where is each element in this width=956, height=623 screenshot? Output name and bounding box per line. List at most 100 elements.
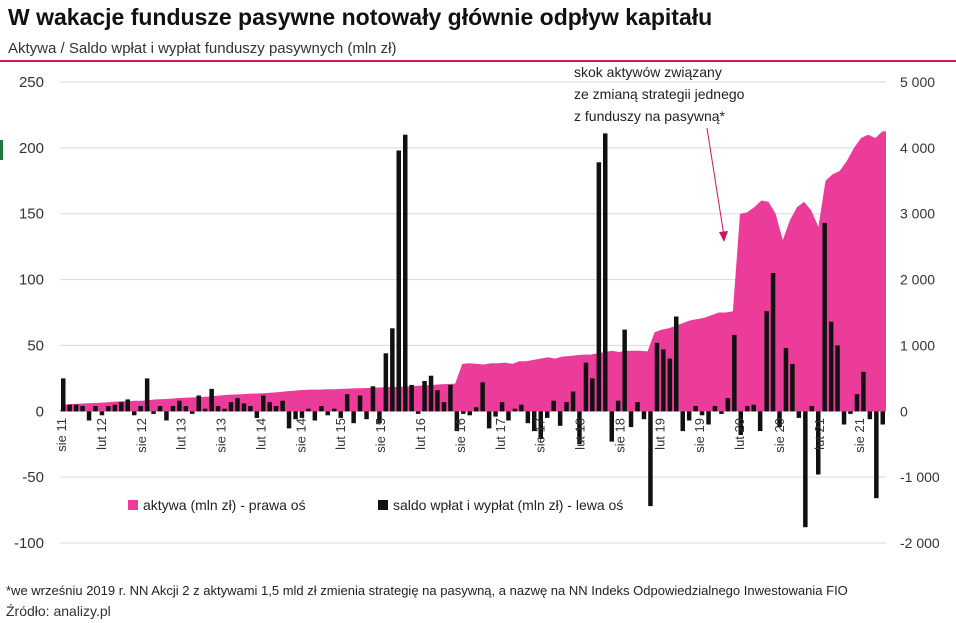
y-right-tick-label: 0 — [900, 403, 908, 419]
left-accent-marker — [0, 140, 3, 160]
saldo-bar — [403, 134, 408, 412]
saldo-bar — [86, 411, 92, 421]
saldo-bar — [215, 406, 221, 412]
saldo-bar — [557, 411, 563, 426]
y-right-tick-label: 2 000 — [900, 272, 935, 288]
saldo-bar — [609, 411, 614, 442]
saldo-bar — [273, 406, 279, 412]
saldo-bar — [190, 411, 195, 414]
saldo-bar — [628, 411, 634, 428]
x-tick-label: lut 12 — [94, 418, 109, 450]
saldo-bar — [377, 411, 382, 424]
saldo-bar — [448, 384, 453, 412]
x-tick-label: sie 19 — [692, 418, 707, 453]
saldo-bar — [648, 411, 653, 507]
saldo-bar — [603, 133, 608, 412]
annotation: skok aktywów związany ze zmianą strategi… — [574, 64, 745, 242]
saldo-bar — [809, 406, 814, 412]
y-axis-left: 250 200 150 100 50 0 -50 -100 — [14, 74, 44, 552]
saldo-bar — [519, 404, 524, 412]
saldo-bar — [732, 334, 737, 412]
saldo-bar — [615, 400, 621, 412]
saldo-bar — [474, 407, 479, 412]
y-left-tick-label: 0 — [36, 403, 44, 420]
saldo-bar — [706, 411, 711, 425]
saldo-bar — [441, 402, 447, 412]
saldo-bar — [325, 411, 330, 416]
x-tick-label: sie 21 — [852, 418, 867, 453]
saldo-bar — [622, 329, 627, 412]
y-left-tick-label: -50 — [22, 469, 44, 486]
saldo-bar — [686, 411, 692, 421]
saldo-bar — [796, 411, 802, 418]
saldo-bar — [719, 411, 724, 414]
saldo-bar — [583, 362, 589, 412]
saldo-bar — [357, 395, 363, 412]
saldo-bar — [841, 411, 847, 425]
saldo-bar — [641, 411, 647, 420]
x-tick-label: sie 17 — [533, 418, 548, 453]
saldo-bar — [119, 402, 124, 412]
x-tick-label: lut 17 — [493, 418, 508, 450]
saldo-bar — [861, 371, 866, 412]
saldo-bar — [590, 378, 595, 412]
x-tick-label: sie 12 — [134, 418, 149, 453]
saldo-bar — [454, 411, 460, 432]
saldo-bar — [493, 411, 498, 417]
saldo-bar — [183, 406, 189, 412]
saldo-bar — [80, 406, 85, 412]
saldo-bar — [319, 406, 324, 412]
saldo-bar — [267, 402, 272, 412]
saldo-bar — [125, 399, 130, 412]
saldo-bar — [435, 390, 440, 412]
saldo-bar — [338, 411, 343, 418]
annotation-line-1: skok aktywów związany — [574, 64, 722, 80]
saldo-bar — [545, 411, 550, 418]
saldo-bar — [816, 411, 821, 475]
y-left-tick-label: -100 — [14, 535, 44, 552]
saldo-bar — [248, 406, 253, 412]
saldo-bar — [299, 411, 305, 418]
saldo-bar — [551, 400, 556, 412]
y-left-tick-label: 150 — [19, 206, 44, 223]
x-axis-ticks: sie 11 lut 12 sie 12 lut 13 sie 13 lut 14 sie … — [54, 418, 867, 453]
x-tick-label: lut 18 — [573, 418, 588, 450]
annotation-line-2: ze zmianą strategii jednego — [574, 86, 745, 102]
x-tick-label: lut 15 — [333, 418, 348, 450]
saldo-bar — [570, 391, 576, 412]
x-tick-label: lut 20 — [732, 418, 747, 450]
saldo-bar — [764, 311, 769, 412]
saldo-bar — [693, 406, 698, 412]
saldo-bar — [364, 411, 369, 420]
saldo-bar — [73, 404, 79, 412]
saldo-bar — [344, 394, 350, 412]
saldo-bar — [312, 411, 318, 421]
chart-title: W wakacje fundusze pasywne notowały głów… — [8, 4, 713, 30]
saldo-bar — [848, 411, 853, 414]
chart-canvas: sie 11 lut 12 sie 12 lut 13 sie 13 lut 14 sie … — [14, 64, 940, 552]
saldo-bar — [854, 394, 860, 412]
saldo-bar — [790, 363, 795, 412]
x-tick-label: lut 16 — [413, 418, 428, 450]
saldo-bar — [725, 398, 731, 412]
saldo-bar — [486, 411, 492, 429]
x-tick-label: sie 16 — [453, 418, 468, 453]
saldo-bar — [112, 404, 118, 412]
saldo-bar — [332, 408, 337, 412]
title-underline — [0, 60, 956, 62]
y-left-tick-label: 250 — [19, 74, 44, 91]
saldo-bar — [177, 400, 182, 412]
saldo-bar — [499, 402, 505, 412]
legend: aktywa (mln zł) - prawa oś saldo wpłat i… — [128, 497, 623, 513]
y-axis-right: 5 000 4 000 3 000 2 000 1 000 0 -1 000 -2 000 — [900, 74, 940, 551]
saldo-bar — [157, 406, 163, 412]
saldo-bar — [712, 406, 718, 412]
saldo-bar — [757, 411, 763, 432]
saldo-bar — [383, 353, 389, 412]
saldo-bar — [196, 395, 201, 412]
y-right-tick-label: 5 000 — [900, 74, 935, 90]
legend-label-saldo: saldo wpłat i wypłat (mln zł) - lewa oś — [393, 497, 623, 513]
saldo-bar — [596, 162, 602, 412]
saldo-bar — [415, 411, 421, 414]
x-tick-label: lut 13 — [174, 418, 189, 450]
